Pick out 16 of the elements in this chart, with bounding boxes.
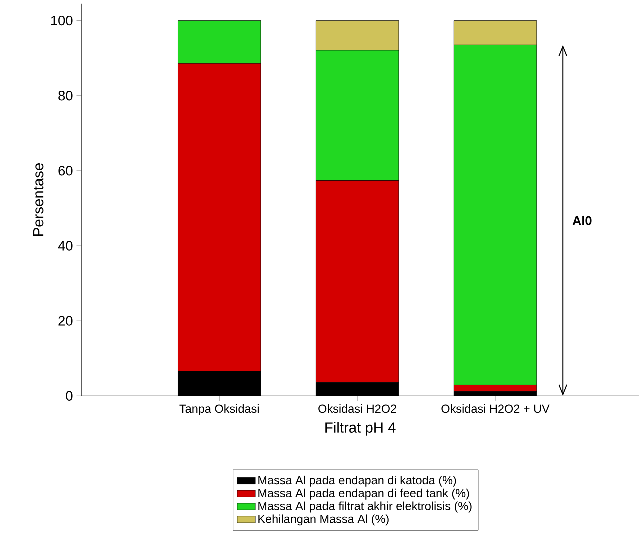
y-tick-label: 60	[58, 166, 73, 176]
y-axis-title: Persentase	[33, 163, 44, 236]
legend-label: Massa Al pada endapan di feed tank (%)	[258, 488, 470, 500]
annotation: Al0	[572, 216, 592, 226]
x-tick-label: Oksidasi H2O2	[318, 404, 396, 413]
y-tick-label: 100	[51, 16, 73, 26]
legend-label: Massa Al pada filtrat akhir elektrolisis (%)	[258, 502, 472, 513]
y-tick-label: 40	[58, 240, 73, 251]
legend-label: Massa Al pada endapan di katoda (%)	[258, 476, 456, 487]
x-axis-title: Filtrat pH 4	[326, 422, 396, 436]
x-tick-label: Oksidasi H2O2 + UV	[442, 404, 550, 413]
legend-label: Kehilangan Massa Al (%)	[258, 514, 389, 526]
y-tick-label: 0	[66, 391, 73, 401]
y-tick-label: 80	[58, 90, 73, 101]
y-tick-label: 20	[58, 316, 73, 326]
x-tick-label: Tanpa Oksidasi	[180, 404, 259, 416]
